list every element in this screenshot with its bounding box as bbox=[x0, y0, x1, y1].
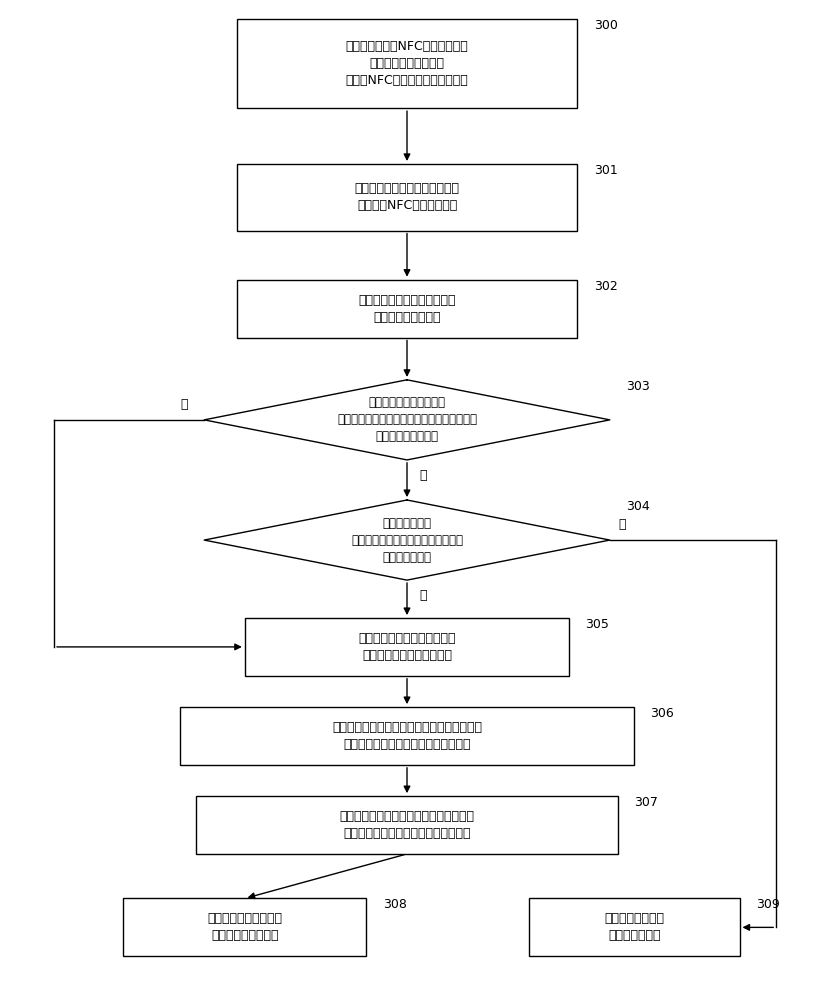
Text: 第一设备与第二设备利用近距离
无线通讯NFC技术建立连接: 第一设备与第二设备利用近距离 无线通讯NFC技术建立连接 bbox=[355, 182, 459, 212]
Text: 是: 是 bbox=[419, 589, 427, 602]
FancyBboxPatch shape bbox=[245, 618, 569, 676]
Text: 309: 309 bbox=[756, 898, 780, 911]
Text: 300: 300 bbox=[593, 19, 618, 32]
Text: 否: 否 bbox=[181, 398, 188, 411]
Text: 第一设备将读取的流媒体文件
特征信息发送给云端服务器: 第一设备将读取的流媒体文件 特征信息发送给云端服务器 bbox=[358, 632, 456, 662]
Text: 第一设备接收云端服务器根据流媒体地址和流
媒体播放进度提取的对应的流媒体内容: 第一设备接收云端服务器根据流媒体地址和流 媒体播放进度提取的对应的流媒体内容 bbox=[332, 721, 482, 751]
Text: 是: 是 bbox=[419, 469, 427, 482]
Text: 306: 306 bbox=[650, 707, 674, 720]
Text: 302: 302 bbox=[593, 280, 617, 293]
Text: 305: 305 bbox=[585, 618, 610, 631]
FancyBboxPatch shape bbox=[528, 898, 740, 956]
FancyBboxPatch shape bbox=[180, 707, 634, 765]
FancyBboxPatch shape bbox=[237, 19, 577, 108]
Text: 303: 303 bbox=[626, 380, 650, 393]
Text: 307: 307 bbox=[634, 796, 658, 809]
Polygon shape bbox=[204, 500, 610, 580]
Text: 第一设备继续播放
当前流媒体文件: 第一设备继续播放 当前流媒体文件 bbox=[604, 912, 664, 942]
Polygon shape bbox=[204, 380, 610, 460]
FancyBboxPatch shape bbox=[196, 796, 618, 854]
Text: 第一设备读取第二设备存
储的流媒体文件特征信息之后，判断当前是否
正在播放流媒体文件: 第一设备读取第二设备存 储的流媒体文件特征信息之后，判断当前是否 正在播放流媒体… bbox=[337, 396, 477, 443]
Text: 304: 304 bbox=[626, 500, 650, 513]
FancyBboxPatch shape bbox=[237, 164, 577, 231]
FancyBboxPatch shape bbox=[123, 898, 366, 956]
FancyBboxPatch shape bbox=[237, 280, 577, 338]
Text: 301: 301 bbox=[593, 164, 617, 177]
Text: 第一设备读取第二设备存储的
流媒体文件特征信息: 第一设备读取第二设备存储的 流媒体文件特征信息 bbox=[358, 294, 456, 324]
Text: 否: 否 bbox=[618, 518, 625, 531]
Text: 第一设备播放云端服务
器发送的流媒体内容: 第一设备播放云端服务 器发送的流媒体内容 bbox=[208, 912, 282, 942]
Text: 第二设备设置为NFC卡模拟模式，
将流媒体文件特征信息
保存至NFC模块的专用存储单元中: 第二设备设置为NFC卡模拟模式， 将流媒体文件特征信息 保存至NFC模块的专用存… bbox=[346, 40, 468, 87]
Text: 第一设备判断是
否播放读取的流媒体文件特征信息对
应的流媒体内容: 第一设备判断是 否播放读取的流媒体文件特征信息对 应的流媒体内容 bbox=[351, 517, 463, 564]
Text: 第一设备对接收的流媒体内容进行解密，
并将解密后的流媒体文件内容进行解码: 第一设备对接收的流媒体内容进行解密， 并将解密后的流媒体文件内容进行解码 bbox=[339, 810, 475, 840]
Text: 308: 308 bbox=[383, 898, 406, 911]
